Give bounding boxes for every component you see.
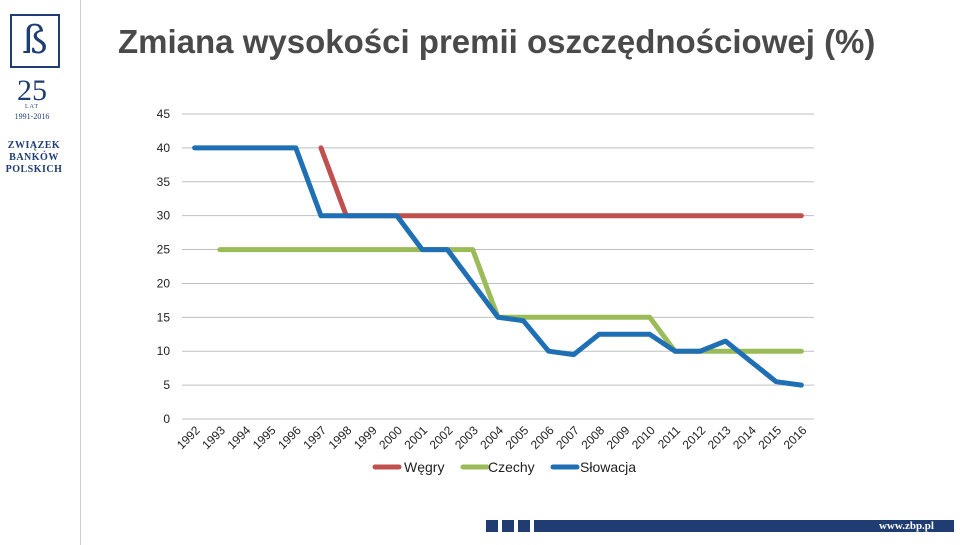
sidebar: ß 25 LAT 1991-2016 ZWIĄZEK BANKÓW POLSKI… (0, 0, 80, 545)
footer-bar (534, 520, 954, 532)
y-tick-label: 35 (157, 175, 171, 189)
x-tick-label: 2000 (376, 423, 405, 452)
x-tick-label: 2009 (604, 423, 633, 452)
footer-square-2 (502, 520, 514, 532)
x-tick-label: 2012 (680, 423, 709, 452)
x-tick-label: 1993 (199, 423, 228, 452)
y-tick-label: 15 (157, 310, 171, 324)
x-tick-label: 2011 (655, 423, 683, 451)
org-name-line-2: BANKÓW (9, 152, 59, 163)
footer-square-3 (518, 520, 530, 532)
x-tick-label: 1994 (225, 423, 254, 452)
anniversary-years: 1991-2016 (14, 112, 50, 121)
x-tick-label: 2013 (705, 423, 734, 452)
x-tick-label: 2008 (578, 423, 607, 452)
x-tick-label: 2015 (755, 423, 784, 452)
x-tick-label: 1995 (250, 423, 279, 452)
x-tick-label: 1999 (351, 423, 380, 452)
anniversary-word: LAT (25, 104, 39, 110)
gridlines (182, 113, 814, 420)
logo-letter: ß (22, 18, 48, 62)
zbp-logo: ß (10, 14, 60, 68)
legend: Węgry Czechy Słowacja (372, 459, 636, 475)
x-tick-label: 2005 (503, 423, 532, 452)
y-tick-label: 25 (157, 243, 171, 257)
sidebar-divider (80, 0, 81, 545)
y-tick-label: 20 (157, 276, 171, 290)
x-tick-label: 2002 (427, 423, 456, 452)
x-tick-label: 2004 (477, 423, 506, 452)
x-tick-label: 2003 (452, 423, 481, 452)
footer-url[interactable]: www.zbp.pl (878, 520, 934, 532)
x-tick-label: 1998 (326, 423, 355, 452)
x-tick-label: 2014 (730, 423, 759, 452)
x-axis-ticks: 1992199319941995199619971998199920002001… (174, 423, 810, 452)
y-tick-label: 10 (157, 344, 171, 358)
legend-label-2: Słowacja (580, 459, 636, 475)
y-axis-ticks: 0 5 10 15 20 25 30 35 40 45 (157, 107, 171, 426)
x-tick-label: 1996 (275, 423, 304, 452)
series-lines (192, 145, 804, 388)
x-tick-label: 2010 (629, 423, 658, 452)
series-line-2 (192, 145, 804, 388)
series-line-1 (217, 247, 804, 354)
y-tick-label: 30 (157, 209, 171, 223)
x-tick-label: 2007 (553, 423, 582, 452)
y-tick-label: 0 (163, 412, 170, 426)
legend-label-1: Czechy (488, 459, 535, 475)
y-tick-label: 45 (157, 107, 171, 121)
x-tick-label: 2006 (528, 423, 557, 452)
org-name-line-3: POLSKICH (5, 164, 63, 175)
x-tick-label: 2016 (781, 423, 810, 452)
x-tick-label: 1992 (174, 423, 203, 452)
legend-label-0: Węgry (404, 459, 444, 475)
anniversary-number: 25 (17, 74, 47, 107)
footer-square-1 (486, 520, 498, 532)
x-tick-label: 2001 (401, 423, 430, 452)
y-tick-label: 5 (163, 378, 170, 392)
series-line-0 (318, 145, 804, 219)
x-tick-label: 1997 (300, 423, 329, 452)
y-tick-label: 40 (157, 141, 171, 155)
chart-title: Zmiana wysokości premii oszczędnościowej… (118, 23, 876, 60)
org-name-line-1: ZWIĄZEK (7, 140, 61, 151)
